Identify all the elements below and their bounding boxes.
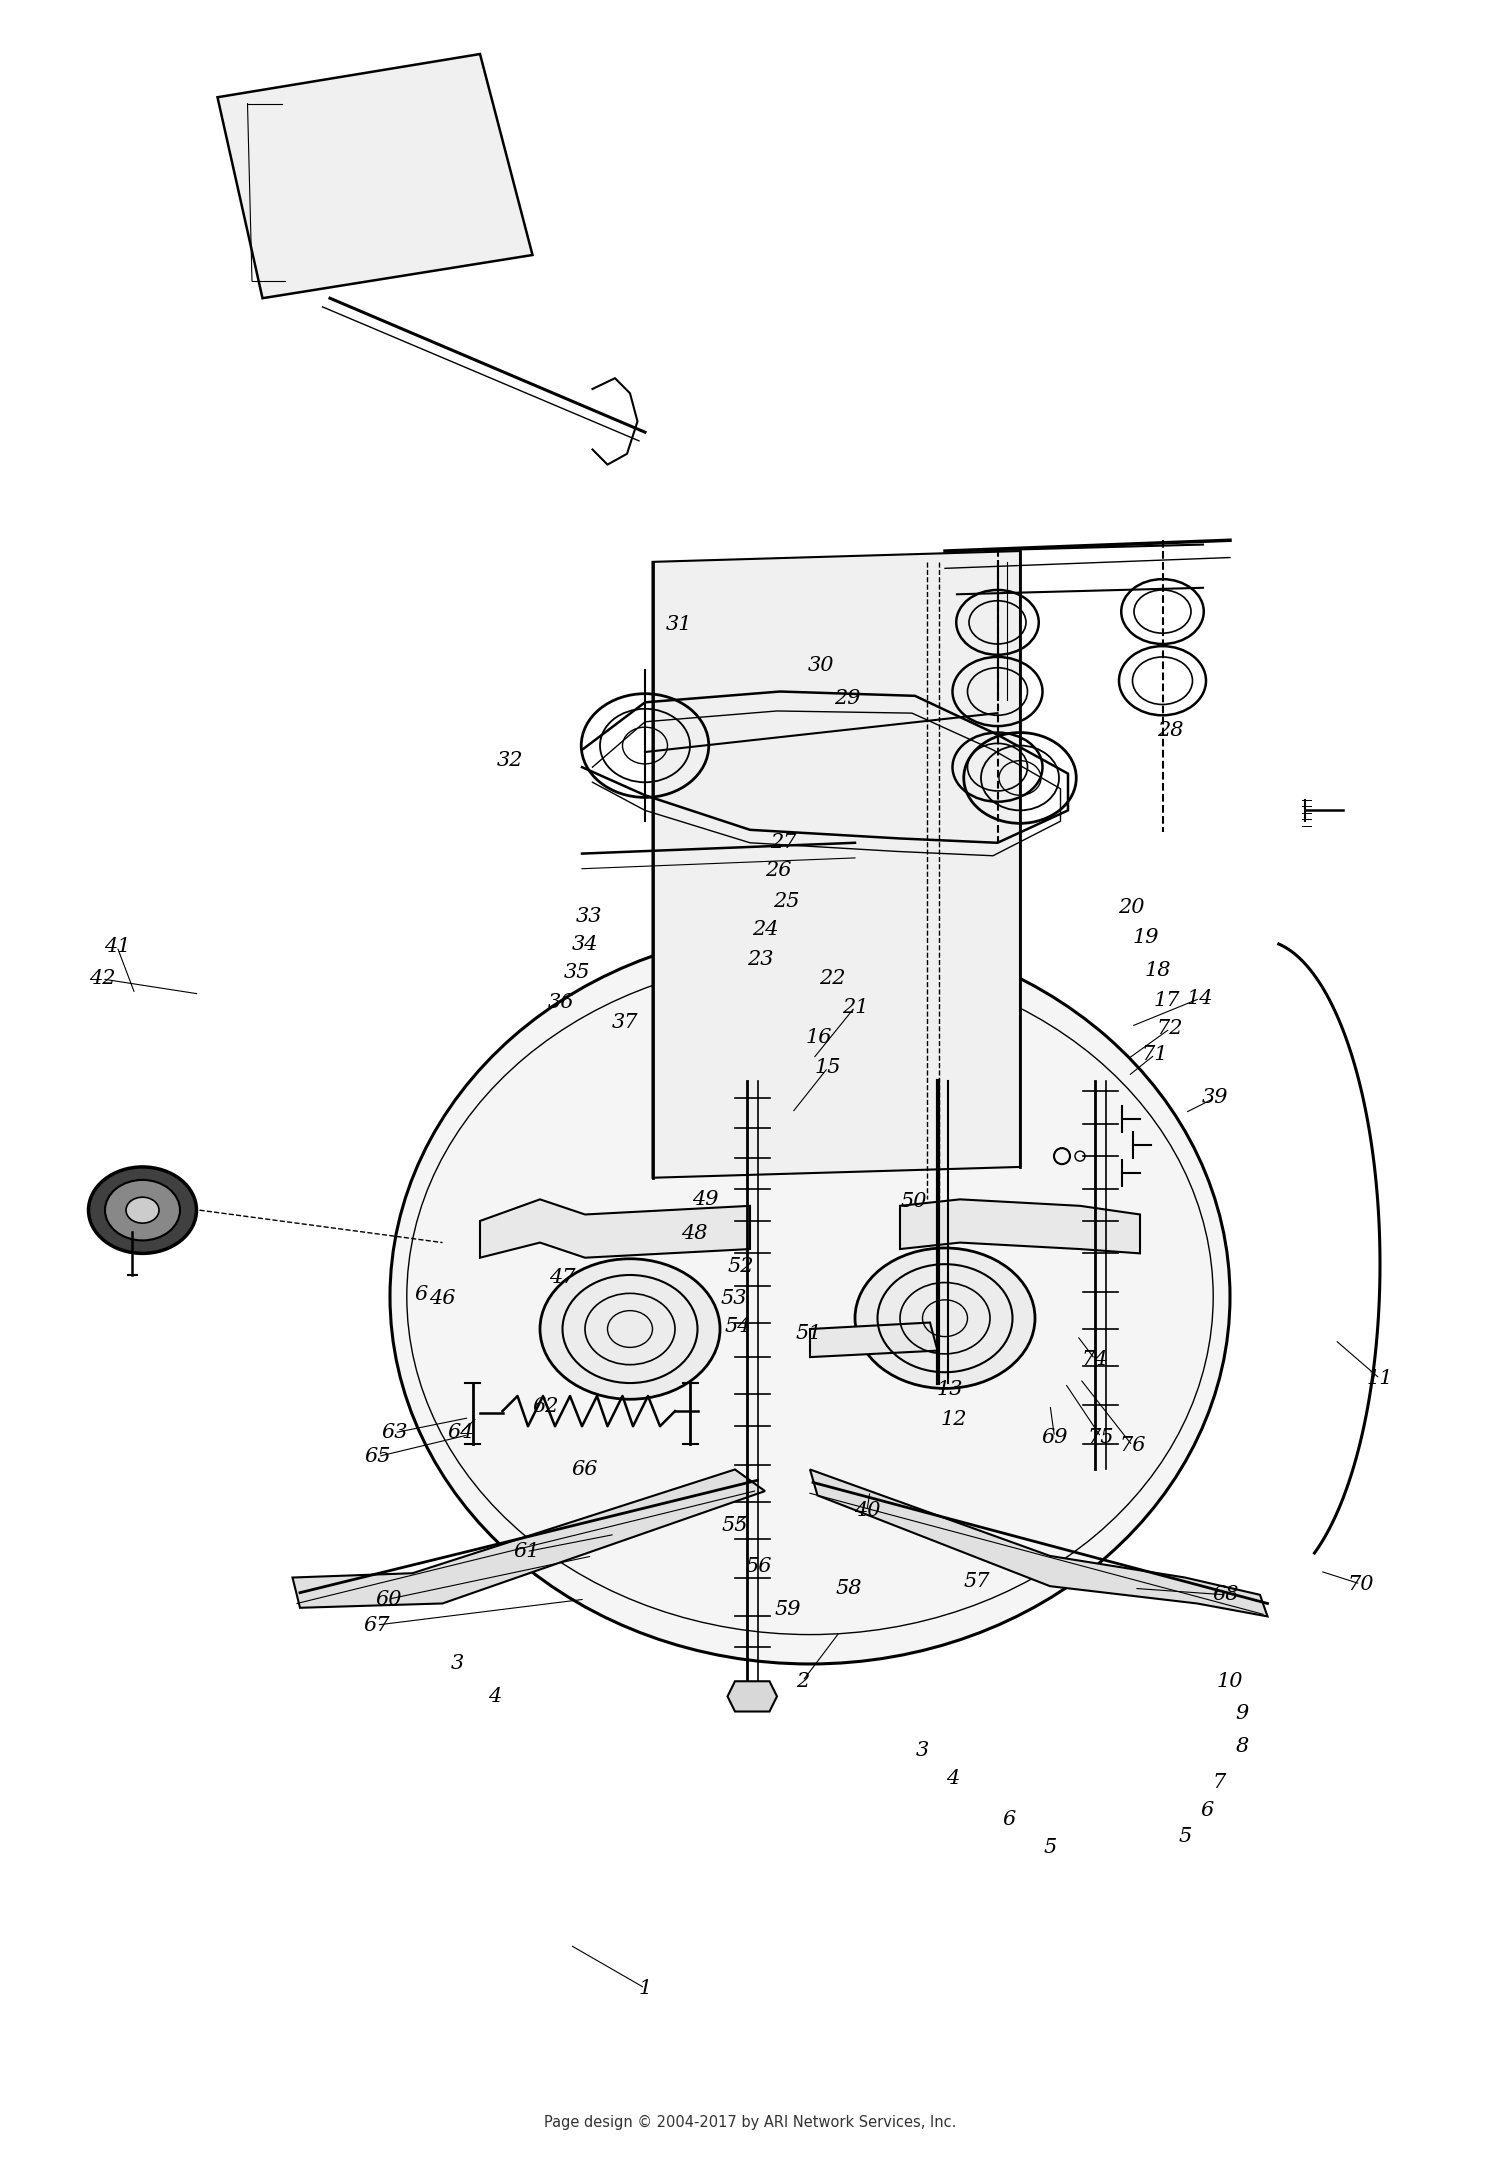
Text: 22: 22	[819, 970, 846, 988]
Text: 57: 57	[963, 1573, 990, 1590]
Text: 27: 27	[770, 834, 796, 851]
Text: 58: 58	[836, 1580, 862, 1597]
Text: 51: 51	[795, 1325, 822, 1342]
Text: 71: 71	[1142, 1046, 1168, 1063]
Text: 56: 56	[746, 1558, 772, 1575]
Ellipse shape	[88, 1167, 196, 1253]
Polygon shape	[900, 1199, 1140, 1253]
Text: 54: 54	[724, 1318, 752, 1335]
Text: 67: 67	[363, 1616, 390, 1634]
Text: Page design © 2004-2017 by ARI Network Services, Inc.: Page design © 2004-2017 by ARI Network S…	[544, 2116, 956, 2129]
Text: 39: 39	[1202, 1089, 1228, 1106]
Text: 10: 10	[1216, 1673, 1243, 1690]
Text: 4: 4	[946, 1770, 958, 1787]
Text: 48: 48	[681, 1225, 708, 1243]
Ellipse shape	[105, 1180, 180, 1240]
Text: 74: 74	[1082, 1351, 1108, 1368]
Text: 34: 34	[572, 936, 598, 953]
Text: 4: 4	[489, 1688, 501, 1705]
Text: 66: 66	[572, 1461, 598, 1478]
Text: 19: 19	[1132, 929, 1160, 947]
Text: 53: 53	[720, 1290, 747, 1307]
Text: 3: 3	[452, 1655, 464, 1673]
Text: 32: 32	[496, 752, 523, 769]
Polygon shape	[728, 1681, 777, 1712]
Text: 35: 35	[564, 964, 591, 981]
Text: 17: 17	[1154, 992, 1180, 1009]
Text: 30: 30	[807, 657, 834, 674]
Text: 5: 5	[1179, 1828, 1191, 1845]
Text: 9: 9	[1236, 1705, 1248, 1722]
Ellipse shape	[540, 1258, 720, 1400]
Text: 61: 61	[513, 1543, 540, 1560]
Text: 25: 25	[772, 892, 800, 910]
Text: 3: 3	[916, 1742, 928, 1759]
Text: 64: 64	[447, 1424, 474, 1441]
Text: 6: 6	[1004, 1811, 1016, 1828]
Text: 69: 69	[1041, 1428, 1068, 1446]
Ellipse shape	[390, 929, 1230, 1664]
Text: 59: 59	[774, 1601, 801, 1619]
Text: 21: 21	[842, 998, 868, 1016]
Text: 6: 6	[416, 1286, 428, 1303]
Text: 41: 41	[104, 938, 130, 955]
Text: 12: 12	[940, 1411, 968, 1428]
Text: 62: 62	[532, 1398, 560, 1415]
Text: 28: 28	[1156, 722, 1184, 739]
Text: 29: 29	[834, 689, 861, 707]
Polygon shape	[810, 1469, 1268, 1616]
Text: 5: 5	[1044, 1839, 1056, 1856]
Text: 13: 13	[936, 1381, 963, 1398]
Text: 40: 40	[853, 1502, 880, 1519]
Text: 15: 15	[815, 1059, 842, 1076]
Text: 26: 26	[765, 862, 792, 880]
Text: 42: 42	[88, 970, 116, 988]
Polygon shape	[810, 1323, 938, 1357]
Polygon shape	[217, 54, 532, 298]
Text: 16: 16	[806, 1029, 832, 1046]
Text: 52: 52	[728, 1258, 754, 1275]
Text: 33: 33	[576, 908, 603, 925]
Text: 65: 65	[364, 1448, 392, 1465]
Text: 7: 7	[1214, 1774, 1225, 1791]
Text: 70: 70	[1347, 1575, 1374, 1593]
Text: 49: 49	[692, 1191, 718, 1208]
Text: 46: 46	[429, 1290, 456, 1307]
Text: 50: 50	[900, 1193, 927, 1210]
Text: 11: 11	[1366, 1370, 1394, 1387]
Text: 23: 23	[747, 951, 774, 968]
Text: 24: 24	[752, 921, 778, 938]
Text: 72: 72	[1156, 1020, 1184, 1037]
Text: 36: 36	[548, 994, 574, 1011]
Ellipse shape	[855, 1247, 1035, 1387]
Text: 1: 1	[639, 1979, 651, 1997]
Text: 31: 31	[666, 616, 693, 633]
Text: 76: 76	[1119, 1437, 1146, 1454]
Text: 20: 20	[1118, 899, 1144, 916]
Polygon shape	[480, 1199, 750, 1258]
Text: 60: 60	[375, 1590, 402, 1608]
Text: 55: 55	[722, 1517, 748, 1534]
Polygon shape	[652, 551, 1020, 1178]
Text: 75: 75	[1088, 1428, 1114, 1446]
Text: ARI: ARI	[603, 1072, 897, 1219]
Text: 6: 6	[1202, 1802, 1214, 1820]
Text: 47: 47	[549, 1269, 576, 1286]
Text: 63: 63	[381, 1424, 408, 1441]
Text: 37: 37	[612, 1014, 639, 1031]
Text: 2: 2	[796, 1673, 808, 1690]
Polygon shape	[292, 1469, 765, 1608]
Text: 68: 68	[1212, 1586, 1239, 1603]
Ellipse shape	[126, 1197, 159, 1223]
Text: 14: 14	[1186, 990, 1214, 1007]
Text: 18: 18	[1144, 962, 1172, 979]
Text: 8: 8	[1236, 1737, 1248, 1755]
